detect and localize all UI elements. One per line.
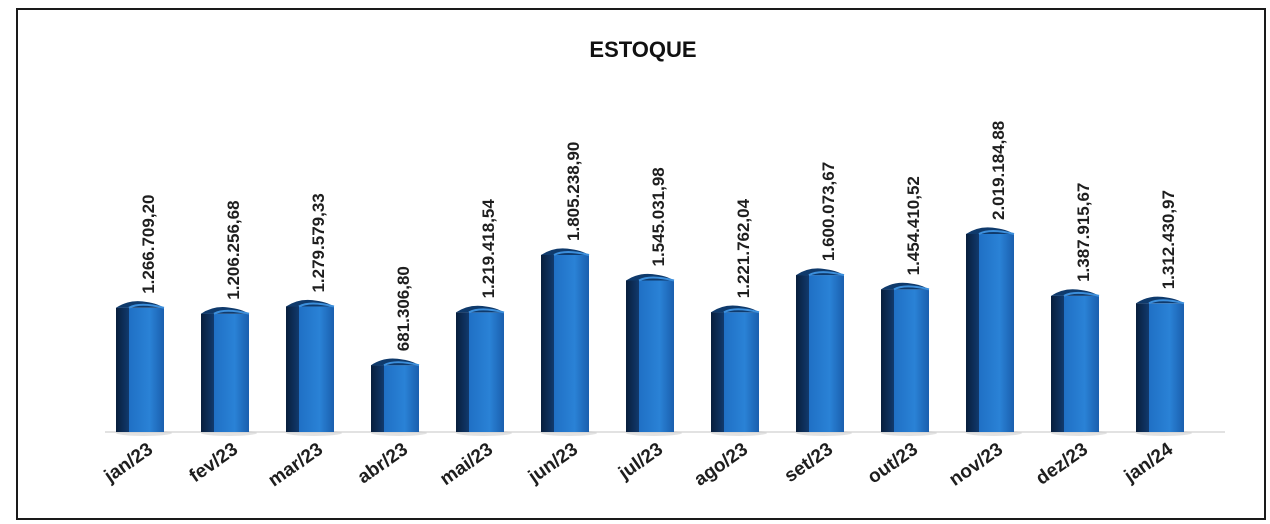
x-tick-label: jul/23 [614,439,667,485]
bar-side [796,275,809,432]
bar-value-label: 2.019.184,88 [989,121,1008,220]
x-tick-label: abr/23 [354,439,412,488]
bar-side [966,234,979,432]
x-tick-label: dez/23 [1032,439,1092,490]
bar [116,301,172,436]
bar [541,248,597,436]
bar [286,299,342,436]
bar-cap-highlight [1063,291,1100,297]
bar-cap-highlight [1148,299,1185,305]
bar-side [201,313,214,432]
x-tick-label: jan/24 [1120,439,1177,488]
bar-value-label: 1.312.430,97 [1159,190,1178,289]
bar [201,307,257,436]
bars-group [116,227,1192,436]
bar-side [626,280,639,432]
bar-side [286,306,299,432]
bar-value-label: 1.805.238,90 [564,142,583,241]
bar-cap-highlight [893,285,930,291]
bar-side [1136,303,1149,432]
bar [626,273,682,436]
bar-value-label: 1.206.256,68 [224,200,243,299]
x-tick-label: out/23 [864,439,922,488]
bar-cap-highlight [978,230,1015,235]
bar-cap-highlight [298,302,335,308]
bar-side [541,254,554,432]
bar-value-label: 681.306,80 [394,266,413,351]
bar-side [116,307,129,432]
bar-side [881,289,894,432]
bar-cap-highlight [128,303,165,309]
bar-value-label: 1.219.418,54 [479,199,498,299]
bar-cap-highlight [553,250,590,256]
bar-cap-highlight [808,271,845,277]
bar [1051,289,1107,436]
bar-value-label: 1.279.579,33 [309,193,328,292]
x-tick-label: jun/23 [524,439,582,488]
bar-cap-highlight [383,361,420,367]
x-tick-label: mar/23 [265,439,327,491]
x-tick-label: fev/23 [186,439,242,487]
bar [1136,296,1192,436]
bar [456,305,512,436]
value-labels-group: 1.266.709,20 1.206.256,68 1.279.579,33 681.… [139,121,1178,351]
bar-side [1051,295,1064,432]
x-tick-label: set/23 [781,439,837,487]
x-tick-labels-group: jan/23 fev/23 mar/23 abr/23 mai/23 jun/23 jul/… [100,439,1177,492]
bar-side [711,312,724,432]
x-tick-label: jan/23 [100,439,157,488]
bar-cap-highlight [213,309,250,315]
bar-value-label: 1.221.762,04 [734,198,753,298]
chart-title: ESTOQUE [589,37,696,62]
x-tick-label: mai/23 [436,439,497,490]
bar-value-label: 1.266.709,20 [139,195,158,294]
bar-value-label: 1.600.073,67 [819,162,838,261]
bar [796,268,852,436]
bar [966,227,1022,436]
bar-cap-highlight [723,308,760,314]
bar [371,358,427,436]
x-tick-label: ago/23 [691,439,752,491]
x-tick-label: nov/23 [946,439,1007,491]
bar-side [371,365,384,432]
bar-cap-highlight [468,308,505,314]
bar-value-label: 1.387.915,67 [1074,183,1093,282]
bar-value-label: 1.545.031,98 [649,167,668,266]
bar [711,305,767,436]
bar [881,282,937,436]
bar-value-label: 1.454.410,52 [904,176,923,275]
bar-side [456,312,469,432]
bar-cap-highlight [638,276,675,282]
